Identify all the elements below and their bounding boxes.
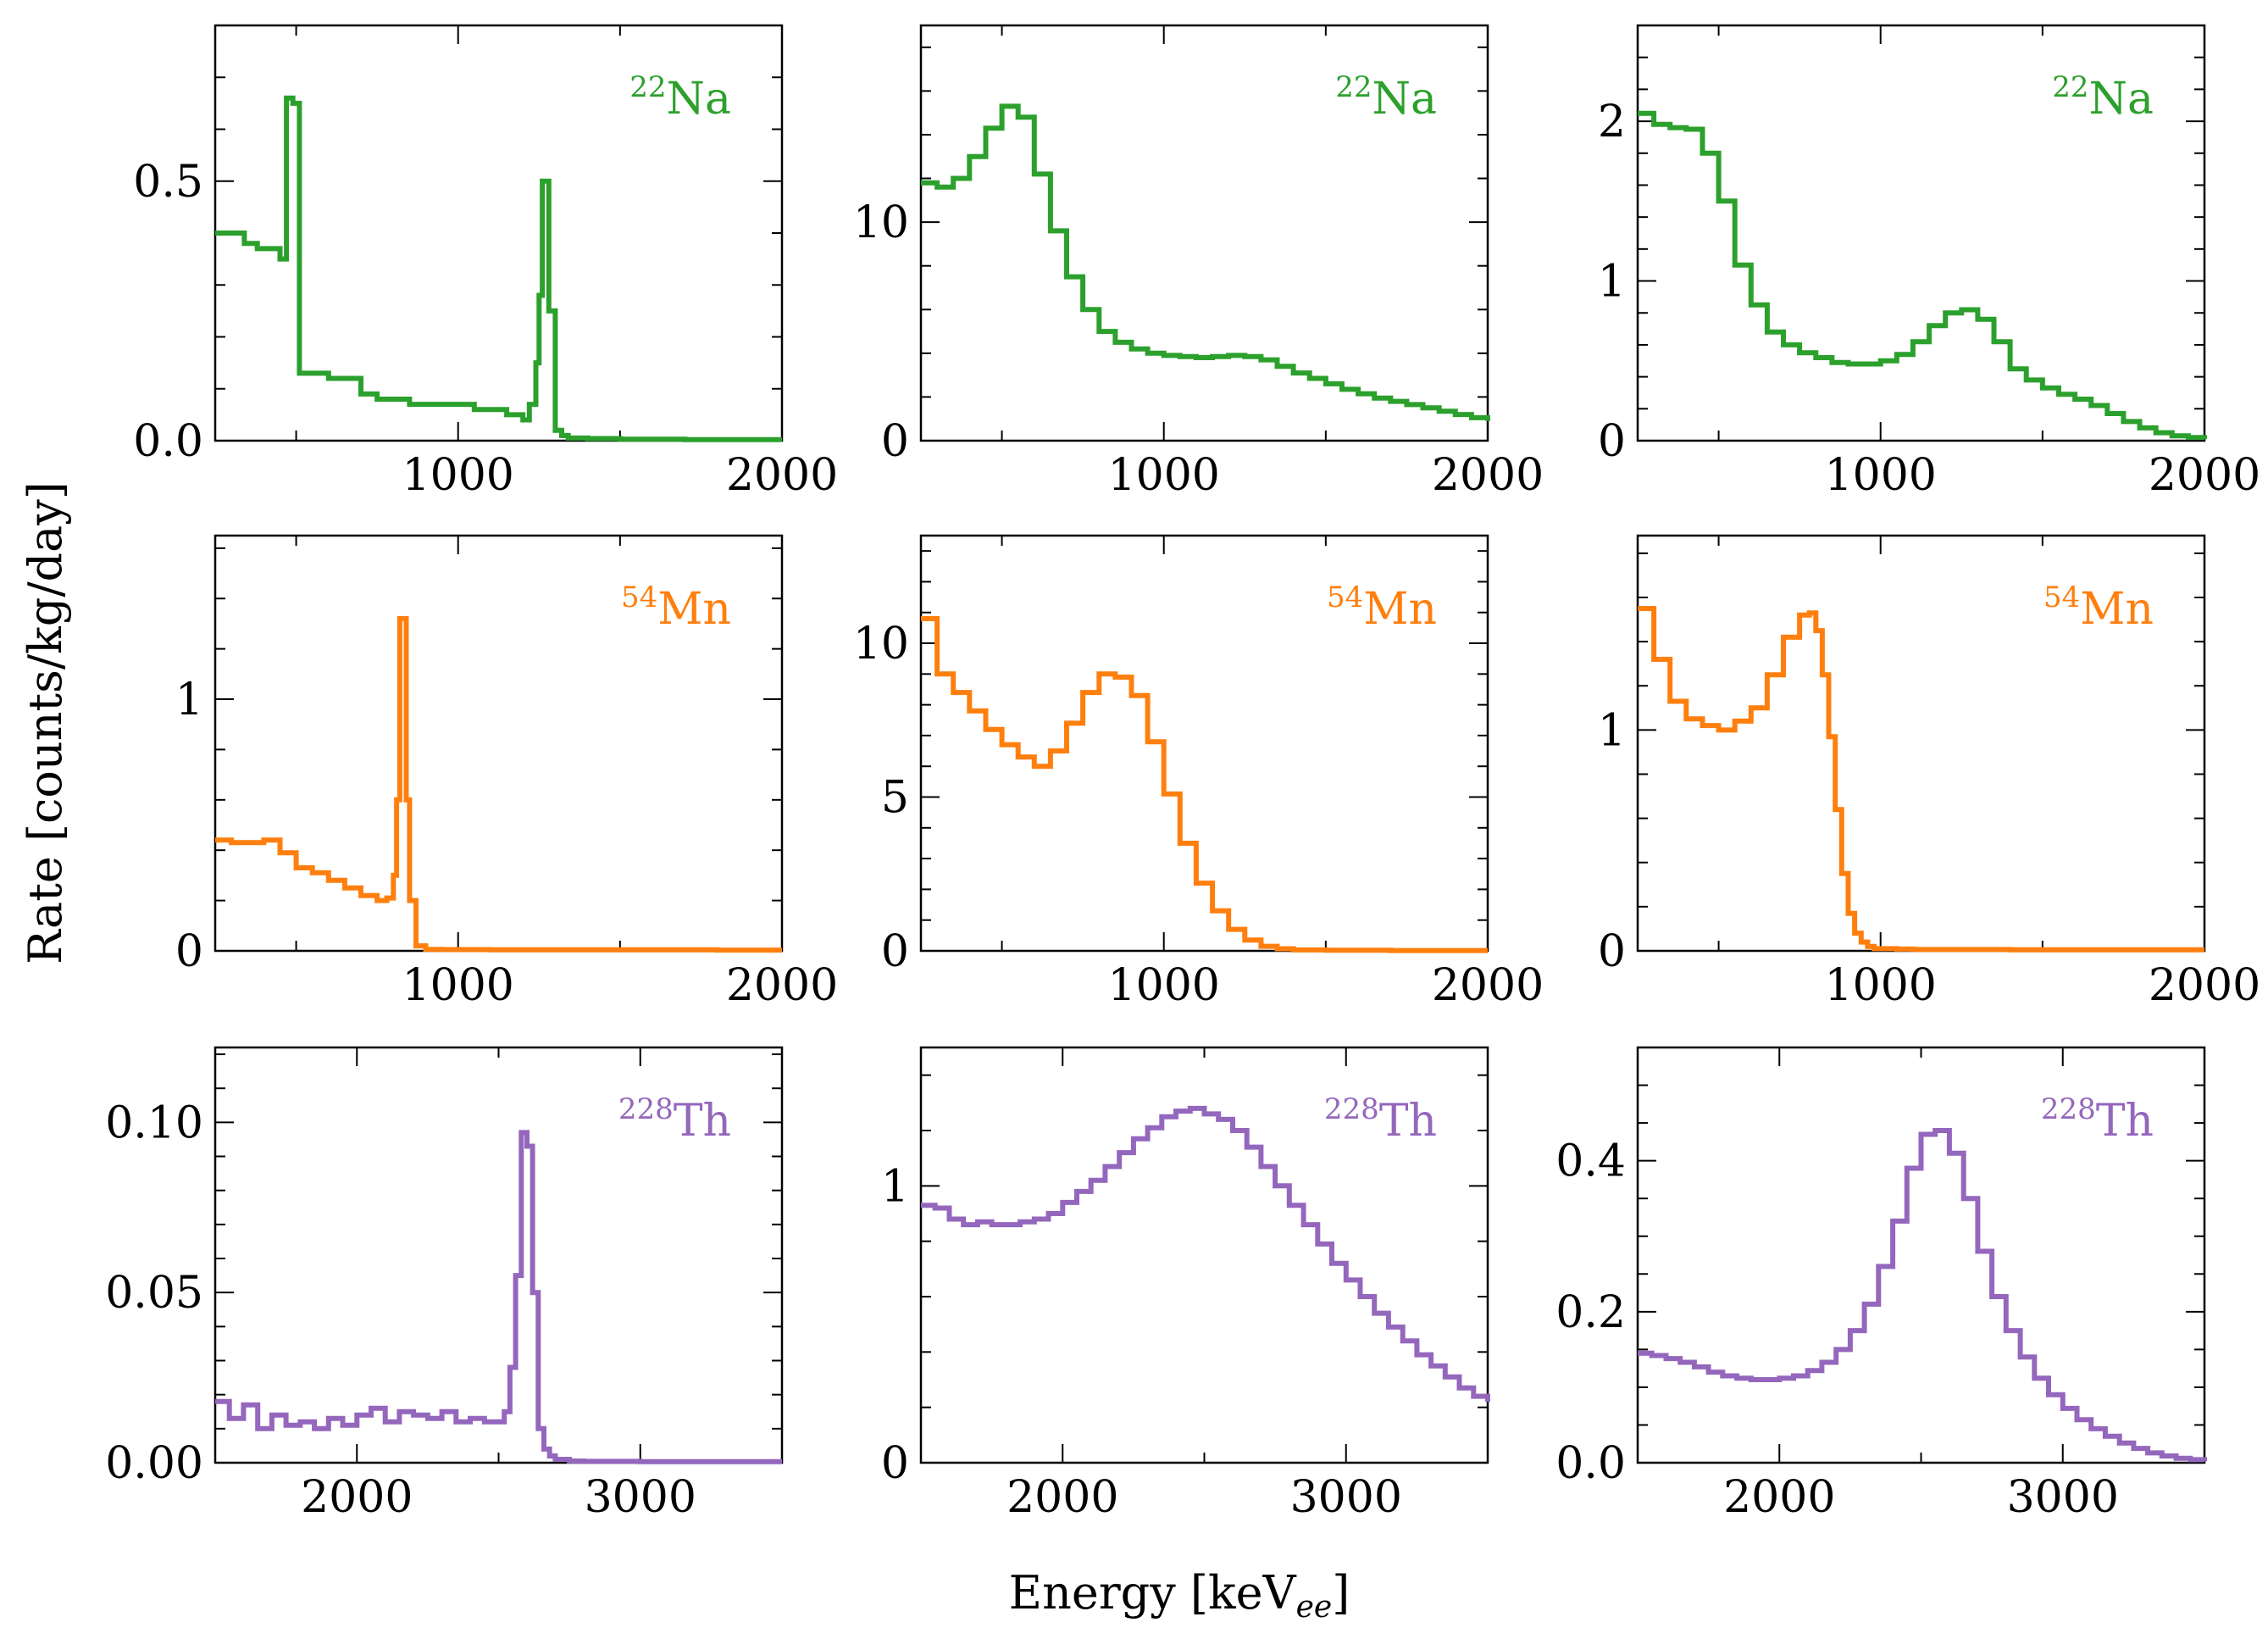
- spectrum-series: [921, 103, 1490, 421]
- x-tick-label: 3000: [585, 1472, 696, 1523]
- plot-frame: [1636, 24, 2206, 442]
- isotope-label: 22Na: [1335, 70, 1437, 125]
- spectrum-series: [921, 1105, 1490, 1403]
- y-tick-label: 1: [1598, 705, 1626, 756]
- isotope-label: 54Mn: [1327, 581, 1437, 635]
- x-tick-label: 3000: [1290, 1472, 1402, 1523]
- x-tick-label: 1000: [1108, 960, 1220, 1011]
- spectrum-series: [215, 95, 782, 442]
- x-tick-label: 2000: [726, 450, 838, 501]
- x-tick-label: 3000: [2007, 1472, 2119, 1523]
- y-tick-label: 5: [881, 773, 909, 824]
- x-tick-label: 2000: [1006, 1472, 1118, 1523]
- panel: 1000 2000 0 1 54Mn: [175, 534, 838, 1011]
- spectrum-series: [1638, 1128, 2207, 1463]
- panel: 1000 2000 0 5 10 54Mn: [853, 534, 1544, 1011]
- isotope-mass-number: 228: [618, 1092, 674, 1126]
- y-tick-label: 0.0: [1555, 1438, 1626, 1489]
- x-tick-label: 2000: [1432, 450, 1544, 501]
- y-tick-label: 0: [881, 416, 909, 467]
- spectrum-series: [1638, 606, 2204, 953]
- y-tick-label: 1: [881, 1161, 909, 1212]
- plot-frame: [919, 24, 1489, 442]
- x-tick-label: 2000: [2149, 450, 2260, 501]
- x-axis-title-main: Energy [keV: [1009, 1566, 1297, 1620]
- isotope-mass-number: 22: [2052, 70, 2088, 104]
- spectrum-series: [1638, 110, 2207, 441]
- y-tick-label: 10: [853, 619, 909, 669]
- y-tick-label: 0.0: [133, 416, 203, 467]
- isotope-symbol: Th: [1379, 1096, 1437, 1147]
- isotope-label: 54Mn: [621, 581, 731, 635]
- x-tick-label: 2000: [301, 1472, 413, 1523]
- isotope-label: 228Th: [2041, 1092, 2154, 1147]
- y-tick-label: 0: [881, 1438, 909, 1489]
- spectrum-series: [921, 616, 1488, 953]
- y-tick-label: 0.4: [1555, 1136, 1626, 1187]
- x-tick-label: 2000: [726, 960, 838, 1011]
- y-tick-label: 0: [881, 926, 909, 977]
- isotope-label: 228Th: [1324, 1092, 1437, 1147]
- isotope-symbol: Th: [674, 1096, 731, 1147]
- x-axis-title: Energy [keVee]: [1009, 1566, 1350, 1625]
- x-tick-label: 2000: [2149, 960, 2260, 1011]
- isotope-mass-number: 54: [2043, 581, 2080, 614]
- isotope-symbol: Na: [2088, 74, 2154, 125]
- isotope-symbol: Mn: [1363, 584, 1437, 635]
- isotope-mass-number: 22: [1335, 70, 1372, 104]
- x-tick-label: 1000: [402, 960, 514, 1011]
- y-tick-label: 10: [853, 197, 909, 248]
- x-tick-label: 1000: [1825, 450, 1937, 501]
- isotope-label: 228Th: [618, 1092, 731, 1147]
- isotope-mass-number: 228: [1324, 1092, 1379, 1126]
- isotope-mass-number: 22: [629, 70, 666, 104]
- spectrum-series: [215, 1130, 782, 1464]
- panel: 1000 2000 0.0 0.5 22Na: [133, 24, 838, 501]
- x-tick-label: 1000: [1108, 450, 1220, 501]
- isotope-label: 54Mn: [2043, 581, 2154, 635]
- spectrum-series: [215, 616, 782, 953]
- x-tick-label: 2000: [1723, 1472, 1835, 1523]
- x-axis-title-end: ]: [1332, 1566, 1350, 1620]
- isotope-symbol: Mn: [657, 584, 731, 635]
- panel: 2000 3000 0.00 0.05 0.10 228Th: [105, 1046, 784, 1523]
- y-tick-label: 1: [1598, 257, 1626, 308]
- plot-frame: [919, 534, 1489, 953]
- y-tick-label: 0.2: [1555, 1287, 1626, 1338]
- panel: 2000 3000 0.0 0.2 0.4 228Th: [1555, 1046, 2207, 1523]
- isotope-symbol: Th: [2096, 1096, 2154, 1147]
- panel: 1000 2000 0 1 54Mn: [1598, 534, 2260, 1011]
- x-tick-label: 1000: [402, 450, 514, 501]
- y-tick-label: 0: [175, 926, 203, 977]
- x-tick-label: 2000: [1432, 960, 1544, 1011]
- isotope-mass-number: 228: [2041, 1092, 2096, 1126]
- isotope-label: 22Na: [629, 70, 731, 125]
- isotope-mass-number: 54: [621, 581, 657, 614]
- y-tick-label: 1: [175, 675, 203, 725]
- isotope-label: 22Na: [2052, 70, 2154, 125]
- y-tick-label: 0.05: [105, 1268, 203, 1319]
- panel: 1000 2000 0 10 22Na: [853, 24, 1544, 501]
- y-axis-title: Rate [counts/kg/day]: [19, 481, 72, 964]
- isotope-symbol: Mn: [2080, 584, 2154, 635]
- isotope-symbol: Na: [666, 74, 731, 125]
- y-tick-label: 0: [1598, 416, 1626, 467]
- y-tick-label: 2: [1598, 97, 1626, 147]
- y-tick-label: 0: [1598, 926, 1626, 977]
- isotope-symbol: Na: [1372, 74, 1437, 125]
- x-axis-title-subscript: ee: [1296, 1590, 1333, 1625]
- isotope-mass-number: 54: [1327, 581, 1363, 614]
- y-tick-label: 0.00: [105, 1438, 203, 1489]
- y-tick-label: 0.10: [105, 1097, 203, 1148]
- panel: 2000 3000 0 1 228Th: [881, 1046, 1490, 1523]
- x-tick-label: 1000: [1825, 960, 1937, 1011]
- y-tick-label: 0.5: [133, 157, 203, 208]
